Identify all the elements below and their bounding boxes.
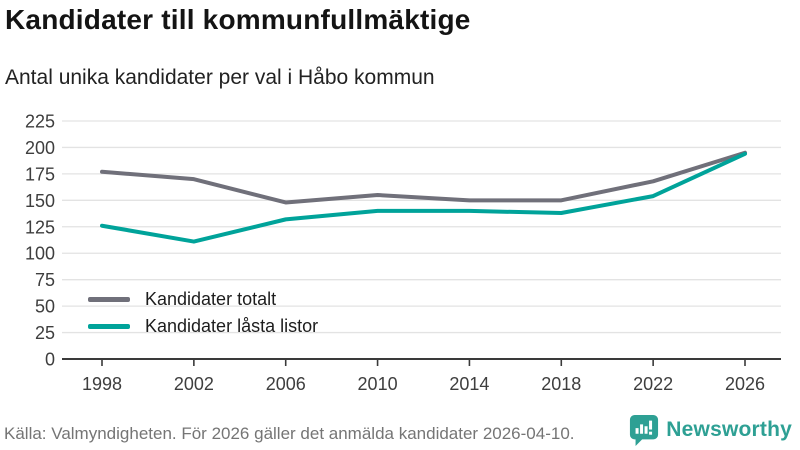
source-note: Källa: Valmyndigheten. För 2026 gäller d… (4, 424, 575, 443)
y-tick-label: 50 (35, 297, 55, 317)
chart-legend: Kandidater totalt Kandidater låsta listo… (88, 290, 318, 335)
legend-item-total: Kandidater totalt (88, 290, 318, 308)
x-tick-label: 1998 (82, 374, 122, 394)
y-tick-label: 100 (25, 244, 55, 264)
legend-swatch-locked-lists (88, 323, 130, 329)
newsworthy-logo: Newsworthy (629, 414, 792, 446)
chart-title: Kandidater till kommunfullmäktige (5, 4, 471, 35)
y-tick-label: 25 (35, 323, 55, 343)
chart-subtitle: Antal unika kandidater per val i Håbo ko… (5, 66, 435, 89)
newsworthy-wordmark: Newsworthy (666, 418, 792, 441)
x-tick-label: 2002 (174, 374, 214, 394)
x-tick-label: 2022 (633, 374, 673, 394)
x-tick-label: 2026 (725, 374, 765, 394)
x-tick-label: 2014 (449, 374, 489, 394)
y-tick-label: 125 (25, 217, 55, 237)
y-tick-label: 225 (25, 112, 55, 132)
newsworthy-bar-chart-bubble-icon (630, 415, 659, 446)
y-tick-label: 0 (45, 350, 55, 370)
x-tick-label: 2010 (358, 374, 398, 394)
legend-item-locked-lists: Kandidater låsta listor (88, 317, 318, 335)
legend-label-locked-lists: Kandidater låsta listor (145, 316, 319, 336)
y-tick-label: 75 (35, 270, 55, 290)
x-tick-label: 2006 (266, 374, 306, 394)
y-tick-label: 200 (25, 138, 55, 158)
series-line-0 (100, 150, 747, 205)
legend-swatch-total (88, 296, 130, 302)
x-tick-label: 2018 (541, 374, 581, 394)
y-tick-label: 175 (25, 164, 55, 184)
series-line-1 (100, 151, 747, 244)
legend-label-total: Kandidater totalt (145, 289, 277, 309)
y-tick-label: 150 (25, 191, 55, 211)
